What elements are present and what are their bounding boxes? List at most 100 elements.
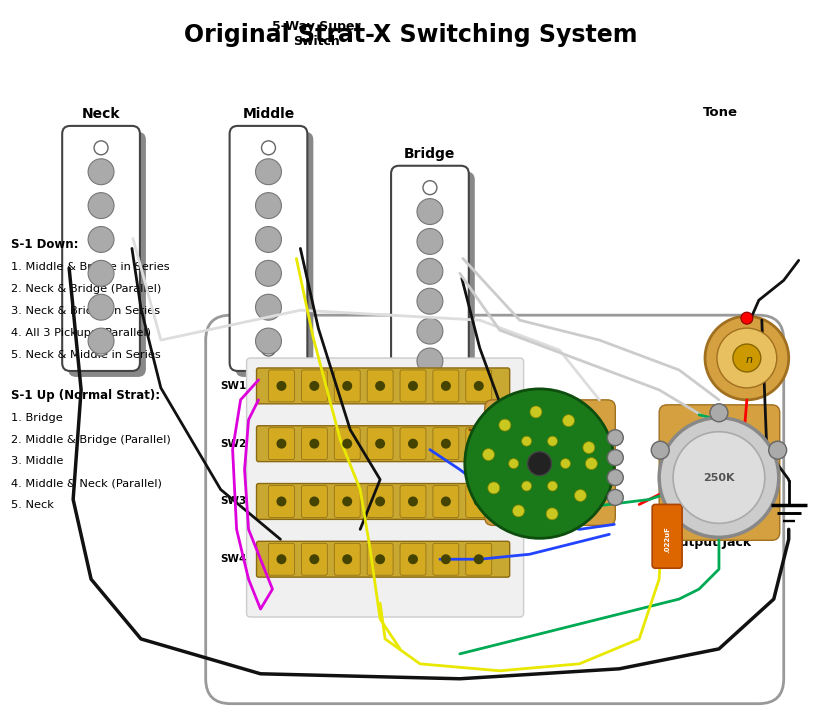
Circle shape bbox=[733, 344, 761, 372]
FancyBboxPatch shape bbox=[302, 370, 327, 402]
Circle shape bbox=[423, 181, 437, 194]
Circle shape bbox=[562, 415, 575, 427]
Circle shape bbox=[88, 159, 114, 184]
FancyBboxPatch shape bbox=[367, 428, 393, 459]
Text: 1. Bridge: 1. Bridge bbox=[12, 413, 63, 423]
Circle shape bbox=[528, 451, 552, 475]
Text: Output Jack: Output Jack bbox=[669, 536, 751, 549]
Circle shape bbox=[583, 441, 595, 454]
FancyBboxPatch shape bbox=[400, 544, 426, 575]
Text: 4. Middle & Neck (Parallel): 4. Middle & Neck (Parallel) bbox=[12, 478, 162, 488]
Circle shape bbox=[276, 554, 286, 564]
Text: 4. All 3 Pickups (Parallel): 4. All 3 Pickups (Parallel) bbox=[12, 328, 151, 338]
Circle shape bbox=[659, 418, 778, 537]
Circle shape bbox=[441, 497, 450, 506]
Circle shape bbox=[585, 458, 598, 469]
Circle shape bbox=[417, 199, 443, 225]
Circle shape bbox=[256, 261, 281, 287]
FancyBboxPatch shape bbox=[433, 485, 459, 518]
Circle shape bbox=[441, 554, 450, 564]
Circle shape bbox=[375, 554, 385, 564]
Circle shape bbox=[256, 294, 281, 320]
FancyBboxPatch shape bbox=[269, 428, 294, 459]
FancyBboxPatch shape bbox=[269, 370, 294, 402]
Circle shape bbox=[547, 481, 557, 491]
Circle shape bbox=[673, 432, 764, 523]
Text: 5. Neck: 5. Neck bbox=[12, 500, 54, 510]
Circle shape bbox=[710, 404, 728, 422]
FancyBboxPatch shape bbox=[335, 544, 360, 575]
FancyBboxPatch shape bbox=[335, 428, 360, 459]
FancyBboxPatch shape bbox=[229, 126, 307, 371]
Circle shape bbox=[256, 227, 281, 253]
Circle shape bbox=[88, 328, 114, 354]
Text: n: n bbox=[746, 355, 752, 365]
FancyBboxPatch shape bbox=[302, 544, 327, 575]
Circle shape bbox=[88, 294, 114, 320]
Text: SW2: SW2 bbox=[220, 438, 247, 449]
Text: 5. Neck & Middle in Series: 5. Neck & Middle in Series bbox=[12, 350, 161, 360]
Text: SW3: SW3 bbox=[220, 497, 247, 506]
Circle shape bbox=[309, 497, 319, 506]
Text: Middle: Middle bbox=[242, 107, 294, 121]
Circle shape bbox=[408, 438, 418, 449]
FancyBboxPatch shape bbox=[466, 370, 492, 402]
FancyBboxPatch shape bbox=[652, 505, 682, 568]
Circle shape bbox=[256, 159, 281, 184]
Text: 1. Middle & Bridge in Series: 1. Middle & Bridge in Series bbox=[12, 262, 170, 272]
FancyBboxPatch shape bbox=[256, 426, 510, 462]
Circle shape bbox=[717, 328, 777, 388]
Circle shape bbox=[375, 381, 385, 391]
FancyBboxPatch shape bbox=[466, 485, 492, 518]
FancyBboxPatch shape bbox=[269, 485, 294, 518]
Circle shape bbox=[417, 288, 443, 314]
Circle shape bbox=[473, 381, 484, 391]
Circle shape bbox=[561, 459, 570, 469]
Circle shape bbox=[441, 381, 450, 391]
FancyBboxPatch shape bbox=[466, 428, 492, 459]
Text: SW4: SW4 bbox=[220, 554, 247, 564]
Circle shape bbox=[309, 381, 319, 391]
FancyBboxPatch shape bbox=[302, 485, 327, 518]
Circle shape bbox=[705, 316, 789, 400]
Circle shape bbox=[546, 508, 558, 520]
FancyBboxPatch shape bbox=[335, 370, 360, 402]
Circle shape bbox=[276, 381, 286, 391]
FancyBboxPatch shape bbox=[391, 166, 469, 391]
FancyBboxPatch shape bbox=[367, 544, 393, 575]
Circle shape bbox=[342, 438, 352, 449]
FancyBboxPatch shape bbox=[659, 405, 780, 540]
Circle shape bbox=[487, 482, 500, 494]
FancyBboxPatch shape bbox=[397, 172, 475, 397]
Circle shape bbox=[417, 228, 443, 254]
Text: 250K: 250K bbox=[703, 472, 735, 482]
Text: S-1 Up (Normal Strat):: S-1 Up (Normal Strat): bbox=[12, 389, 160, 402]
Circle shape bbox=[607, 490, 623, 505]
FancyBboxPatch shape bbox=[466, 544, 492, 575]
Text: 3. Neck & Bridge in Series: 3. Neck & Bridge in Series bbox=[12, 306, 160, 316]
Text: 3. Middle: 3. Middle bbox=[12, 456, 63, 467]
Circle shape bbox=[607, 430, 623, 446]
Circle shape bbox=[408, 381, 418, 391]
FancyBboxPatch shape bbox=[400, 428, 426, 459]
Circle shape bbox=[769, 441, 787, 459]
Circle shape bbox=[483, 449, 495, 461]
Circle shape bbox=[342, 554, 352, 564]
Circle shape bbox=[575, 490, 586, 501]
Text: S-1 Down:: S-1 Down: bbox=[12, 238, 79, 251]
Text: 2. Neck & Bridge (Parallel): 2. Neck & Bridge (Parallel) bbox=[12, 284, 161, 294]
Text: 2. Middle & Bridge (Parallel): 2. Middle & Bridge (Parallel) bbox=[12, 434, 171, 444]
Circle shape bbox=[261, 141, 275, 155]
FancyBboxPatch shape bbox=[400, 485, 426, 518]
Circle shape bbox=[261, 342, 275, 356]
Circle shape bbox=[94, 342, 108, 356]
Circle shape bbox=[473, 554, 484, 564]
Text: Original Strat-X Switching System: Original Strat-X Switching System bbox=[184, 23, 638, 48]
FancyBboxPatch shape bbox=[433, 428, 459, 459]
FancyBboxPatch shape bbox=[62, 126, 140, 371]
Circle shape bbox=[309, 554, 319, 564]
Circle shape bbox=[547, 436, 557, 446]
Text: Tone: Tone bbox=[703, 106, 738, 119]
FancyBboxPatch shape bbox=[367, 370, 393, 402]
FancyBboxPatch shape bbox=[269, 544, 294, 575]
